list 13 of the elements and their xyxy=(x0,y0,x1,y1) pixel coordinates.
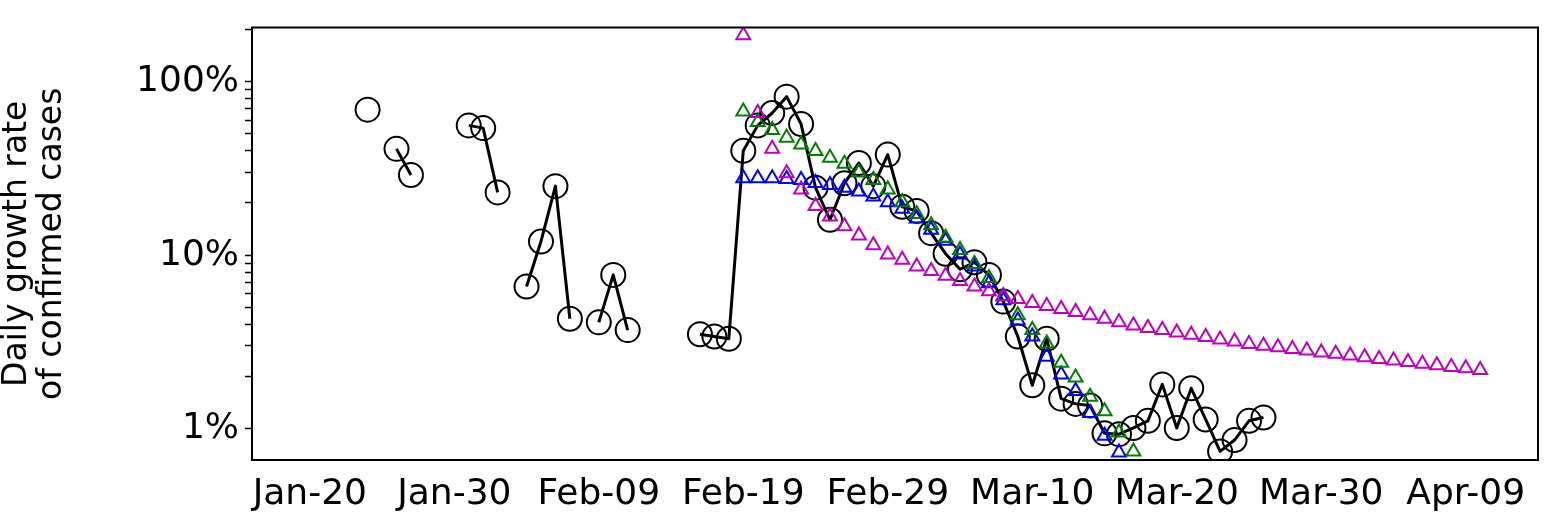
x-tick-label: Feb-29 xyxy=(826,470,950,512)
x-tick-label: Mar-20 xyxy=(1114,470,1239,512)
x-tick-label: Mar-30 xyxy=(1259,470,1384,512)
y-tick-label: 1% xyxy=(181,405,239,447)
y-tick-label: 100% xyxy=(136,58,239,100)
x-tick-label: Mar-10 xyxy=(970,470,1095,512)
x-tick-label: Jan-20 xyxy=(250,470,367,512)
x-tick-label: Jan-30 xyxy=(395,470,512,512)
y-axis-title: Daily growth rate of confirmed cases xyxy=(0,87,69,400)
x-tick-label: Apr-09 xyxy=(1406,470,1526,512)
x-tick-label: Feb-09 xyxy=(537,470,661,512)
y-tick-label: 10% xyxy=(158,231,239,273)
x-tick-label: Feb-19 xyxy=(682,470,805,512)
